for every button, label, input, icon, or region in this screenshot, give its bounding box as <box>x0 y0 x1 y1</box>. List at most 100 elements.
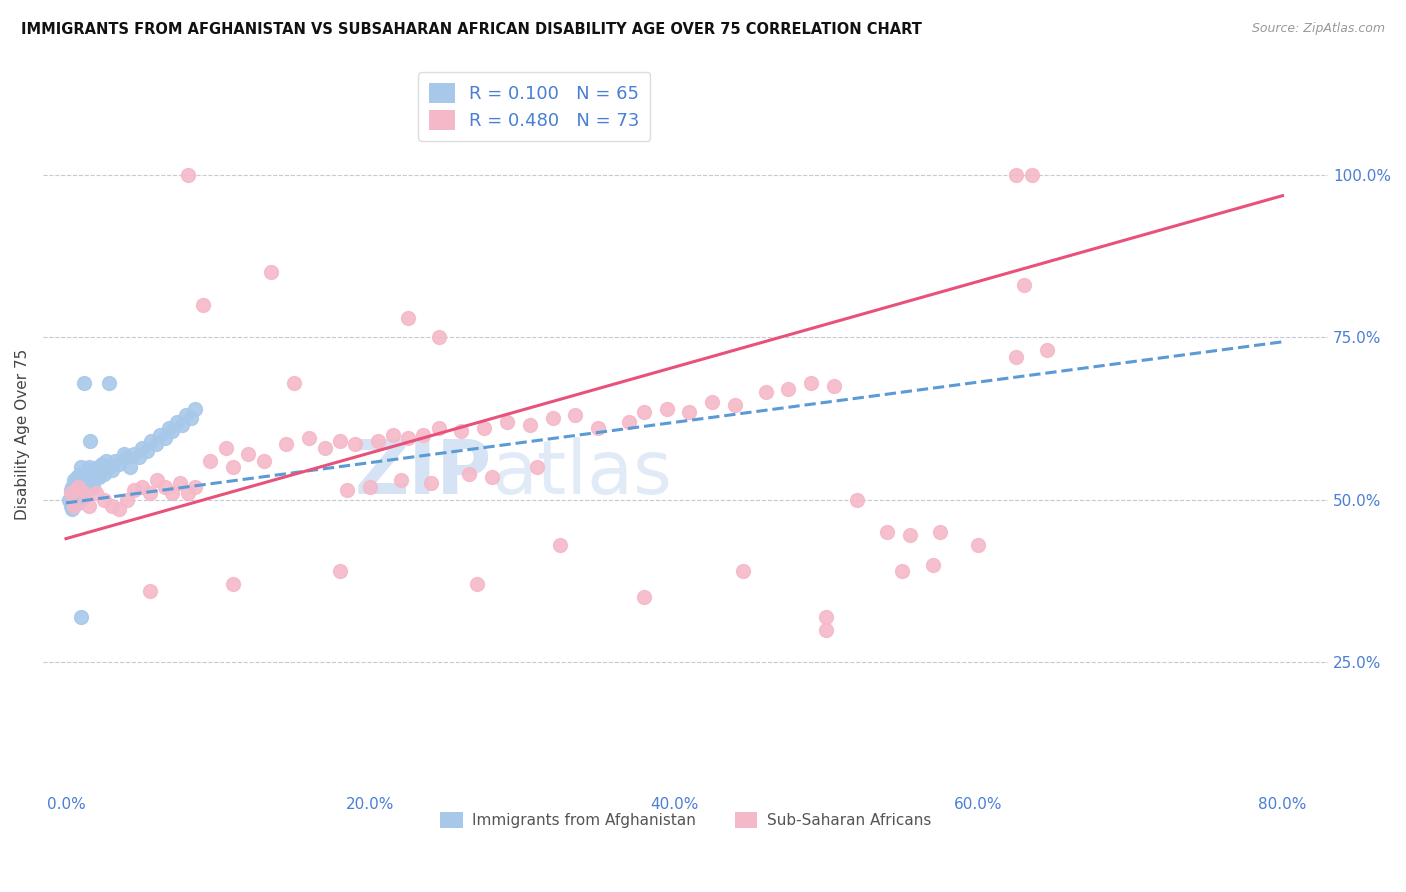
Point <box>67 483 90 497</box>
Point <box>314 441 336 455</box>
Point <box>329 564 352 578</box>
Point <box>58 492 80 507</box>
Point <box>420 476 443 491</box>
Point <box>63 476 86 491</box>
Point <box>967 538 990 552</box>
Point <box>238 447 260 461</box>
Point <box>162 486 184 500</box>
Point <box>87 460 110 475</box>
Point <box>222 577 245 591</box>
Point <box>135 444 157 458</box>
Point <box>59 499 82 513</box>
Point <box>617 415 640 429</box>
Point <box>70 460 93 475</box>
Point <box>79 434 101 449</box>
Point <box>145 437 167 451</box>
Point <box>146 473 169 487</box>
Point <box>131 441 153 455</box>
Point <box>465 577 488 591</box>
Point <box>754 385 776 400</box>
Point <box>63 486 86 500</box>
Point <box>548 538 571 552</box>
Text: atlas: atlas <box>492 437 673 510</box>
Point <box>564 408 586 422</box>
Point <box>678 405 700 419</box>
Point <box>79 463 101 477</box>
Point <box>77 499 100 513</box>
Point <box>73 376 96 390</box>
Point <box>115 450 138 465</box>
Point <box>823 379 845 393</box>
Point <box>115 492 138 507</box>
Point <box>731 564 754 578</box>
Point <box>59 483 82 497</box>
Point <box>929 525 952 540</box>
Point <box>62 496 84 510</box>
Point <box>149 427 172 442</box>
Point <box>93 467 115 481</box>
Point <box>180 411 202 425</box>
Point <box>66 470 89 484</box>
Point <box>1005 350 1028 364</box>
Point <box>170 417 193 432</box>
Point <box>412 427 434 442</box>
Point <box>124 483 146 497</box>
Point <box>162 425 184 439</box>
Point <box>62 473 84 487</box>
Point <box>82 480 104 494</box>
Point <box>329 434 352 449</box>
Point <box>91 457 114 471</box>
Point <box>427 330 450 344</box>
Point <box>157 421 180 435</box>
Point <box>141 434 163 449</box>
Point <box>633 590 655 604</box>
Point <box>60 502 83 516</box>
Point <box>166 415 188 429</box>
Point <box>77 460 100 475</box>
Legend: Immigrants from Afghanistan, Sub-Saharan Africans: Immigrants from Afghanistan, Sub-Saharan… <box>434 806 936 834</box>
Point <box>176 486 198 500</box>
Point <box>541 411 564 425</box>
Point <box>75 467 97 481</box>
Point <box>153 480 176 494</box>
Point <box>396 431 419 445</box>
Point <box>200 453 222 467</box>
Point <box>108 457 131 471</box>
Point <box>138 583 160 598</box>
Point <box>176 168 198 182</box>
Point <box>100 499 122 513</box>
Point <box>59 486 82 500</box>
Point <box>519 417 541 432</box>
Point <box>108 502 131 516</box>
Point <box>70 609 93 624</box>
Point <box>702 395 724 409</box>
Point <box>93 492 115 507</box>
Point <box>298 431 321 445</box>
Point <box>89 470 111 484</box>
Point <box>184 401 207 416</box>
Point <box>77 473 100 487</box>
Point <box>184 480 207 494</box>
Point <box>359 480 381 494</box>
Point <box>260 265 283 279</box>
Point <box>526 460 548 475</box>
Point <box>70 476 93 491</box>
Point <box>86 467 108 481</box>
Point <box>1036 343 1059 358</box>
Point <box>655 401 678 416</box>
Point <box>100 463 122 477</box>
Point <box>62 490 84 504</box>
Point <box>69 467 91 481</box>
Point <box>83 470 105 484</box>
Point <box>73 486 96 500</box>
Point <box>76 476 98 491</box>
Point <box>69 480 91 494</box>
Point <box>343 437 366 451</box>
Point <box>128 450 150 465</box>
Point <box>367 434 389 449</box>
Point <box>891 564 914 578</box>
Point <box>427 421 450 435</box>
Point <box>396 310 419 325</box>
Point <box>118 460 141 475</box>
Point <box>472 421 495 435</box>
